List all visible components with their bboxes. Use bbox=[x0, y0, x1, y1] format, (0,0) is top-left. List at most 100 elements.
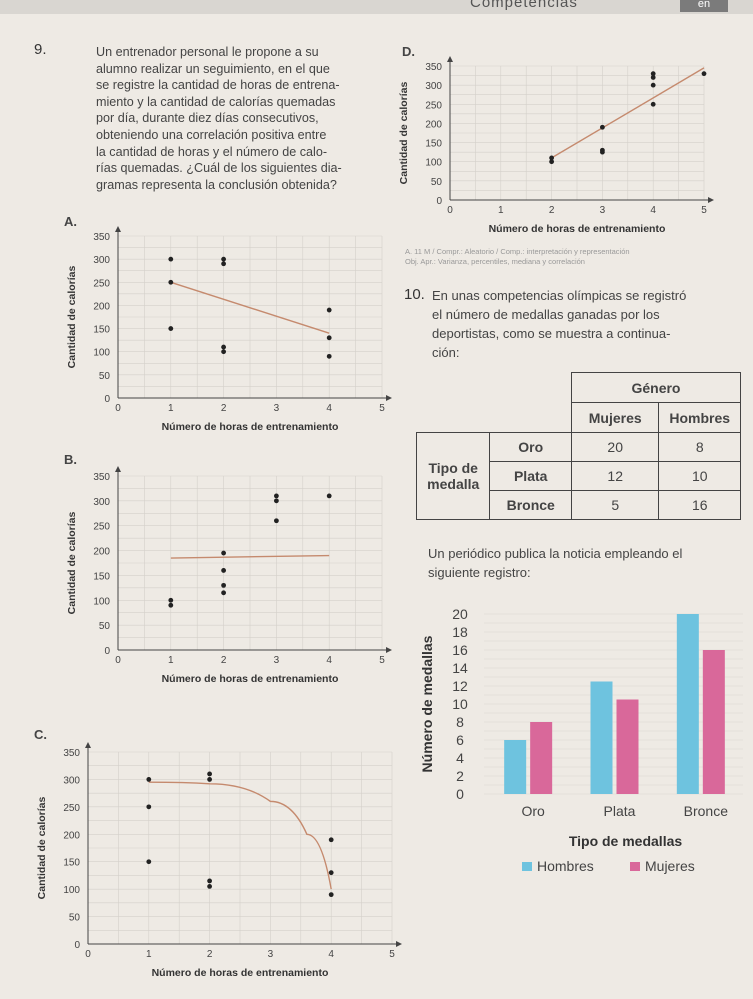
y-tick-label: 8 bbox=[456, 714, 464, 730]
y-tick-label: 250 bbox=[425, 100, 442, 111]
data-point bbox=[207, 777, 213, 782]
x-tick-label: 2 bbox=[207, 949, 213, 960]
legend-swatch bbox=[522, 862, 532, 871]
table-cell: 16 bbox=[658, 490, 741, 520]
source-note-line-2: Obj. Apr.: Varianza, percentiles, median… bbox=[405, 257, 585, 266]
y-tick-label: 100 bbox=[63, 885, 80, 896]
bar-hombres bbox=[504, 740, 527, 794]
y-axis-label: Cantidad de calorías bbox=[66, 511, 78, 614]
x-tick-label: 3 bbox=[274, 403, 280, 414]
x-tick-label: 1 bbox=[168, 655, 174, 666]
trend-line bbox=[148, 781, 332, 890]
trend-line bbox=[170, 554, 330, 559]
question-9-line: gramas representa la conclusión obtenida… bbox=[96, 177, 337, 192]
y-tick-label: 50 bbox=[69, 913, 81, 924]
y-tick-label: 100 bbox=[425, 158, 442, 169]
y-axis-arrow bbox=[447, 56, 453, 62]
y-tick-label: 350 bbox=[425, 62, 442, 73]
y-axis-arrow bbox=[85, 742, 91, 748]
bar-mujeres bbox=[616, 699, 639, 794]
data-point bbox=[168, 597, 174, 603]
table-header-genero: Género bbox=[570, 372, 742, 403]
chart-option-c: 0 50 100 150 200 250 300 350 0 1 2 3 4 5 Número de hor… bbox=[36, 742, 402, 979]
news-text: Un periódico publica la noticia empleand… bbox=[428, 544, 753, 582]
x-tick-label: 5 bbox=[701, 205, 707, 216]
y-tick-label: 18 bbox=[452, 624, 468, 640]
y-tick-label: 150 bbox=[93, 571, 110, 582]
x-tick-label: Bronce bbox=[684, 803, 729, 819]
x-axis-arrow bbox=[386, 647, 392, 653]
source-note-line-1: A. 11 M / Compr.: Aleatorio / Comp.: int… bbox=[405, 247, 630, 256]
question-9-line: por día, durante diez días consecutivos, bbox=[96, 111, 319, 126]
x-tick-label: 4 bbox=[650, 205, 656, 216]
y-tick-label: 100 bbox=[93, 596, 110, 607]
x-tick-label: 2 bbox=[549, 205, 555, 216]
data-point bbox=[328, 870, 334, 876]
x-tick-label: 5 bbox=[389, 949, 395, 960]
data-point bbox=[168, 256, 174, 262]
x-tick-label: 0 bbox=[85, 949, 91, 960]
medal-table: Género Mujeres Hombres Tipo de medalla O… bbox=[415, 372, 742, 520]
x-tick-label: 1 bbox=[498, 205, 504, 216]
y-tick-label: 0 bbox=[436, 196, 442, 207]
y-axis-label: Número de medallas bbox=[419, 635, 435, 772]
data-point bbox=[549, 155, 554, 161]
table-row-label: Plata bbox=[489, 461, 572, 491]
x-tick-label: 4 bbox=[326, 403, 332, 414]
question-10-line: deportistas, como se muestra a continua- bbox=[432, 326, 671, 341]
x-tick-label: Plata bbox=[604, 803, 636, 819]
x-axis-label: Número de horas de entrenamiento bbox=[162, 673, 339, 685]
data-point bbox=[221, 582, 227, 588]
x-tick-label: 3 bbox=[274, 655, 280, 666]
data-point bbox=[221, 550, 227, 556]
x-tick-label: 5 bbox=[379, 403, 385, 414]
y-tick-label: 10 bbox=[452, 696, 468, 712]
question-9-line: miento y la cantidad de calorías quemada… bbox=[96, 94, 336, 109]
y-tick-label: 200 bbox=[93, 301, 110, 312]
y-tick-label: 150 bbox=[63, 858, 80, 869]
y-tick-label: 50 bbox=[431, 177, 443, 188]
y-tick-label: 350 bbox=[63, 748, 80, 759]
data-point bbox=[326, 353, 332, 359]
bar-hombres bbox=[590, 681, 613, 794]
data-point bbox=[221, 568, 227, 573]
data-point bbox=[146, 804, 152, 810]
question-10-number: 10. bbox=[404, 286, 425, 303]
data-point bbox=[650, 71, 656, 77]
chart-option-b: 0 50 100 150 200 250 300 350 0 1 2 3 4 5 Número de hor… bbox=[66, 466, 392, 685]
news-line-2: siguiente registro: bbox=[428, 565, 531, 580]
x-axis-arrow bbox=[708, 197, 714, 203]
x-axis-arrow bbox=[396, 941, 402, 947]
data-point bbox=[221, 590, 227, 596]
y-tick-label: 250 bbox=[93, 278, 110, 289]
question-9-line: obteniendo una correlación positiva entr… bbox=[96, 127, 327, 142]
chart-option-a: 0 50 100 150 200 250 300 350 0 1 2 3 4 5 Número de hor… bbox=[66, 226, 392, 433]
x-tick-label: 2 bbox=[221, 655, 227, 666]
y-tick-label: 16 bbox=[452, 642, 468, 658]
x-tick-label: 0 bbox=[115, 655, 121, 666]
table-cell: 12 bbox=[570, 461, 660, 491]
x-axis-label: Tipo de medallas bbox=[569, 833, 683, 849]
legend-label: Mujeres bbox=[645, 858, 695, 874]
question-10-line: En unas competencias olímpicas se regist… bbox=[432, 288, 687, 303]
data-point bbox=[274, 498, 279, 504]
table-row-group: Tipo de medalla bbox=[415, 432, 491, 520]
y-tick-label: 200 bbox=[93, 547, 110, 558]
data-point bbox=[168, 602, 174, 608]
data-point bbox=[326, 335, 332, 341]
x-tick-label: 3 bbox=[268, 949, 274, 960]
legend-swatch bbox=[630, 862, 640, 871]
question-10-text: En unas competencias olímpicas se regist… bbox=[432, 286, 750, 362]
data-point bbox=[146, 777, 152, 782]
y-tick-label: 20 bbox=[452, 606, 468, 622]
y-tick-label: 0 bbox=[104, 646, 110, 657]
x-tick-label: Oro bbox=[521, 803, 545, 819]
y-tick-label: 4 bbox=[456, 750, 464, 766]
news-line-1: Un periódico publica la noticia empleand… bbox=[428, 546, 683, 561]
y-tick-label: 12 bbox=[452, 678, 468, 694]
data-point bbox=[221, 261, 227, 267]
table-row-label: Bronce bbox=[489, 490, 572, 520]
data-point bbox=[328, 837, 334, 843]
data-point bbox=[221, 344, 227, 350]
x-axis-label: Número de horas de entrenamiento bbox=[162, 421, 339, 433]
